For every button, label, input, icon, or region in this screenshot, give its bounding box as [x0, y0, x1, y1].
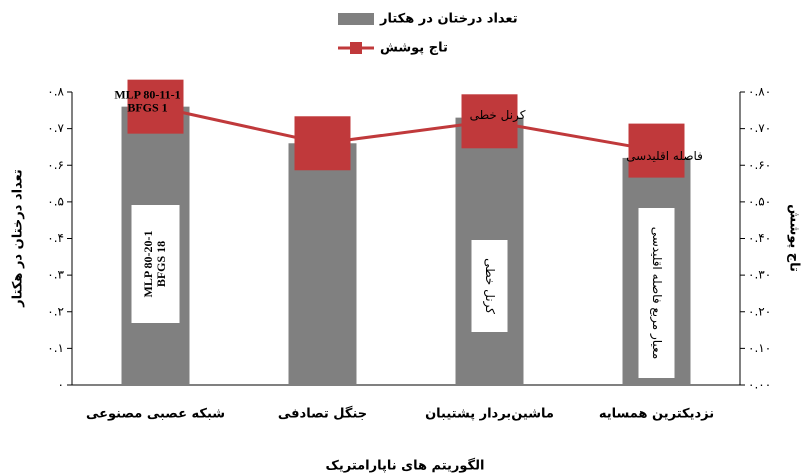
bar-label-box	[131, 205, 180, 323]
y-tick-label: ۰.۱	[47, 341, 64, 355]
y2-tick-label: ۰.۶۰	[748, 158, 771, 172]
y2-tick-label: ۰.۸۰	[748, 85, 771, 99]
y2-tick-label: ۰.۱۰	[748, 341, 771, 355]
x-tick-label: جنگل تصادفی	[278, 406, 367, 422]
y2-tick-label: ۰.۴۰	[748, 231, 771, 245]
line-marker	[461, 94, 518, 149]
bar-label: معیار مربع فاصله اقلیدسی	[649, 227, 664, 360]
y-tick-label: ۰	[58, 378, 64, 392]
x-tick-label: ماشین‌بردار پشتیبان	[425, 407, 554, 422]
point-label: BFGS 1	[127, 100, 167, 114]
y-tick-label: ۰.۲	[47, 304, 64, 318]
point-label: فاصله اقلیدسی	[626, 149, 703, 163]
bar-label: کرنل خطی	[482, 258, 497, 314]
y2-axis-title: تاج پوشش	[787, 204, 802, 272]
y-axis-title: تعداد درختان در هکتار	[11, 169, 26, 308]
point-label: کرنل خطی	[470, 108, 526, 123]
legend-swatch	[338, 13, 374, 25]
y-tick-label: ۰.۸	[47, 85, 64, 99]
x-axis-title: الگوریتم های ناپارامتریک	[326, 458, 485, 474]
y-tick-label: ۰.۴	[47, 231, 64, 245]
line-marker	[294, 116, 351, 171]
bar	[288, 143, 357, 385]
bar-label-box	[638, 208, 675, 378]
line-marker	[628, 123, 685, 178]
y2-tick-label: ۰.۰۰	[748, 378, 771, 392]
legend-label: تاج پوشش	[380, 41, 448, 56]
y-tick-label: ۰.۷	[47, 121, 64, 135]
x-tick-label: شبکه عصبی مصنوعی	[86, 407, 225, 422]
x-tick-label: نزدیکترین همسایه	[599, 407, 714, 422]
line	[155, 105, 657, 153]
bar-label-box	[471, 240, 508, 332]
legend-label: تعداد درختان در هکتار	[379, 12, 518, 27]
bar-label: BFGS 18	[154, 241, 168, 287]
y2-tick-label: ۰.۷۰	[748, 121, 771, 135]
point-label: MLP 80-11-1	[114, 87, 180, 101]
bar-label: MLP 80-20-1	[141, 231, 155, 298]
y-tick-label: ۰.۵	[47, 194, 64, 208]
y2-tick-label: ۰.۳۰	[748, 268, 771, 282]
legend-swatch	[350, 42, 362, 54]
y2-tick-label: ۰.۲۰	[748, 304, 771, 318]
line-marker	[127, 79, 184, 134]
y-tick-label: ۰.۳	[47, 268, 64, 282]
y-tick-label: ۰.۶	[47, 158, 64, 172]
y2-tick-label: ۰.۵۰	[748, 194, 771, 208]
